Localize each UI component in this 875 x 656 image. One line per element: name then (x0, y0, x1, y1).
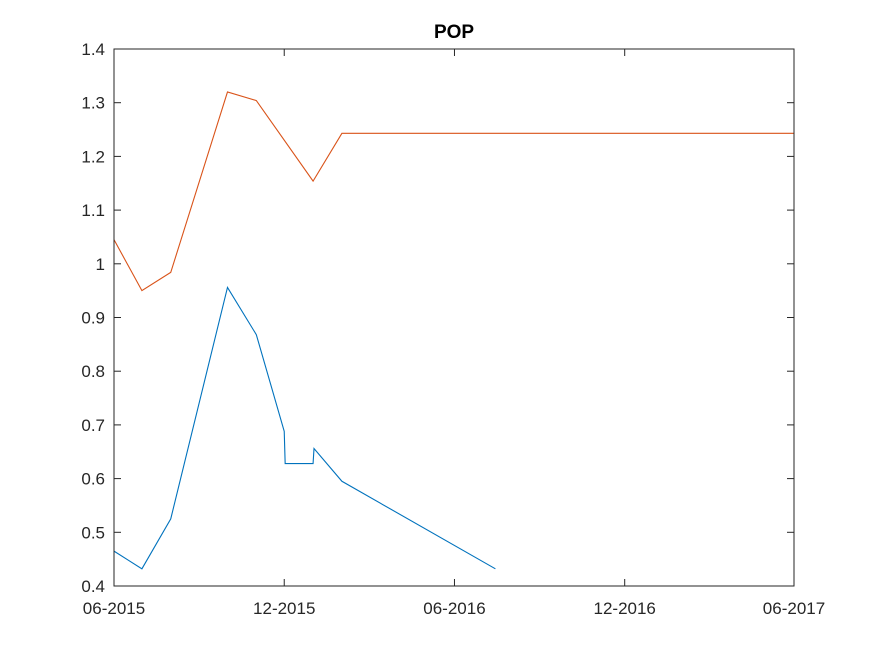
y-tick-label: 0.8 (81, 362, 105, 381)
y-tick-label: 1.3 (81, 94, 105, 113)
x-tick-label: 06-2017 (763, 599, 825, 618)
y-tick-label: 0.5 (81, 523, 105, 542)
y-axis-ticks: 0.4 0.5 0.6 0.7 0.8 0.9 1 1.1 1.2 1.3 1.4 (81, 40, 794, 596)
x-tick-label: 06-2016 (423, 599, 485, 618)
series-layer (113, 91, 794, 570)
chart-title: POP (434, 22, 474, 43)
x-tick-label: 06-2015 (83, 599, 145, 618)
plot-background (114, 49, 794, 586)
y-tick-label: 1.2 (81, 147, 105, 166)
x-tick-label: 12-2015 (253, 599, 315, 618)
y-tick-label: 0.6 (81, 470, 105, 489)
y-tick-label: 1 (96, 255, 105, 274)
series-line-1 (113, 286, 496, 570)
y-tick-label: 0.4 (81, 577, 105, 596)
y-tick-label: 1.1 (81, 201, 105, 220)
x-axis-ticks: 06-2015 12-2015 06-2016 12-2016 06-2017 (83, 49, 825, 618)
x-tick-label: 12-2016 (594, 599, 656, 618)
y-tick-label: 0.9 (81, 309, 105, 328)
series-line-2 (113, 91, 794, 292)
y-tick-label: 1.4 (81, 40, 105, 59)
y-tick-label: 0.7 (81, 416, 105, 435)
